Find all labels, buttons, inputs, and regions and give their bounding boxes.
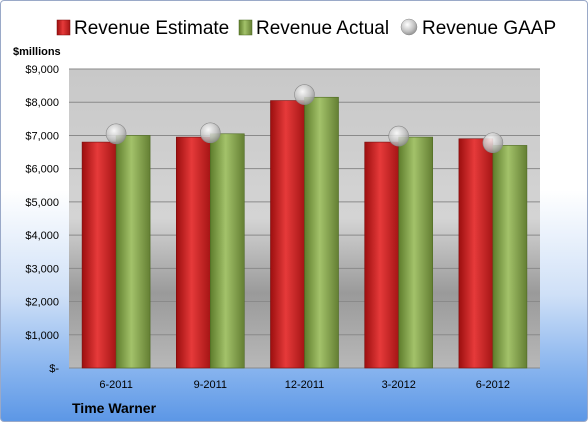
y-tick-label: $2,000 [25,297,59,309]
bar-revenue-estimate [81,141,117,369]
bars [81,96,528,369]
bar-revenue-estimate [270,100,305,369]
legend-item-revenue-gaap: Revenue GAAP [400,18,556,39]
y-axis-ticks: $- $1,000 $2,000 $3,000 $4,000 $5,000 $6,000 $7… [25,64,59,375]
y-tick-label: $9,000 [25,64,59,76]
gaap-markers [105,84,504,154]
bar-revenue-actual [304,96,339,369]
legend: Revenue Estimate Revenue Actual Revenue … [56,18,556,39]
y-tick-label: $8,000 [25,97,59,109]
y-axis-unit-label: $millions [13,46,61,58]
x-tick-label: 9-2011 [194,379,227,391]
y-tick-label: $3,000 [25,263,59,275]
y-tick-label: $7,000 [25,130,59,142]
marker-revenue-gaap [388,125,410,147]
bar-revenue-estimate [364,141,400,369]
x-tick-label: 6-2012 [476,379,510,391]
x-axis-ticks: 6-2011 9-2011 12-2011 3-2012 6-2012 [99,379,510,391]
y-tick-label: $4,000 [25,230,59,242]
bar-revenue-actual [398,136,434,369]
bar-revenue-estimate [458,138,494,369]
bar-revenue-estimate [176,136,211,369]
y-tick-label: $1,000 [25,330,59,342]
bar-revenue-actual [210,133,245,369]
legend-label-revenue-actual: Revenue Actual [256,18,389,39]
bar-revenue-actual [115,135,151,369]
bar-revenue-actual [492,145,528,369]
legend-label-revenue-gaap: Revenue GAAP [422,18,556,39]
company-name: Time Warner [72,400,157,416]
x-tick-label: 3-2012 [382,379,416,391]
legend-swatch-revenue-estimate [56,19,71,36]
y-tick-label: $6,000 [25,164,59,176]
marker-revenue-gaap [482,132,504,154]
legend-item-revenue-estimate: Revenue Estimate [56,18,229,39]
legend-marker-revenue-gaap [400,18,418,36]
marker-revenue-gaap [105,123,127,145]
x-tick-label: 6-2011 [99,379,132,391]
x-tick-label: 12-2011 [285,379,325,391]
y-tick-label: $- [49,363,59,375]
y-tick-label: $5,000 [25,197,59,209]
legend-swatch-revenue-actual [238,19,253,36]
marker-revenue-gaap [200,122,221,144]
marker-revenue-gaap [294,84,315,105]
legend-item-revenue-actual: Revenue Actual [238,18,389,39]
legend-label-revenue-estimate: Revenue Estimate [74,18,229,39]
